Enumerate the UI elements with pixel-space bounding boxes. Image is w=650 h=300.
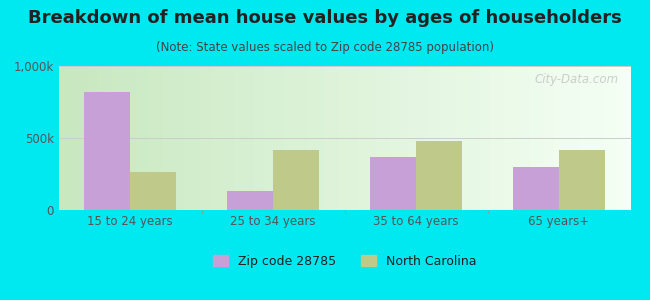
Bar [559,150,604,210]
Bar [416,141,462,210]
Bar [130,172,176,210]
Text: (Note: State values scaled to Zip code 28785 population): (Note: State values scaled to Zip code 2… [156,40,494,53]
Legend: Zip code 28785, North Carolina: Zip code 28785, North Carolina [208,250,481,273]
Text: Breakdown of mean house values by ages of householders: Breakdown of mean house values by ages o… [28,9,622,27]
Bar [273,149,318,210]
Bar [84,92,130,210]
Bar [227,191,273,210]
Bar [370,158,416,210]
Text: City-Data.com: City-Data.com [535,73,619,86]
Bar [514,167,559,210]
